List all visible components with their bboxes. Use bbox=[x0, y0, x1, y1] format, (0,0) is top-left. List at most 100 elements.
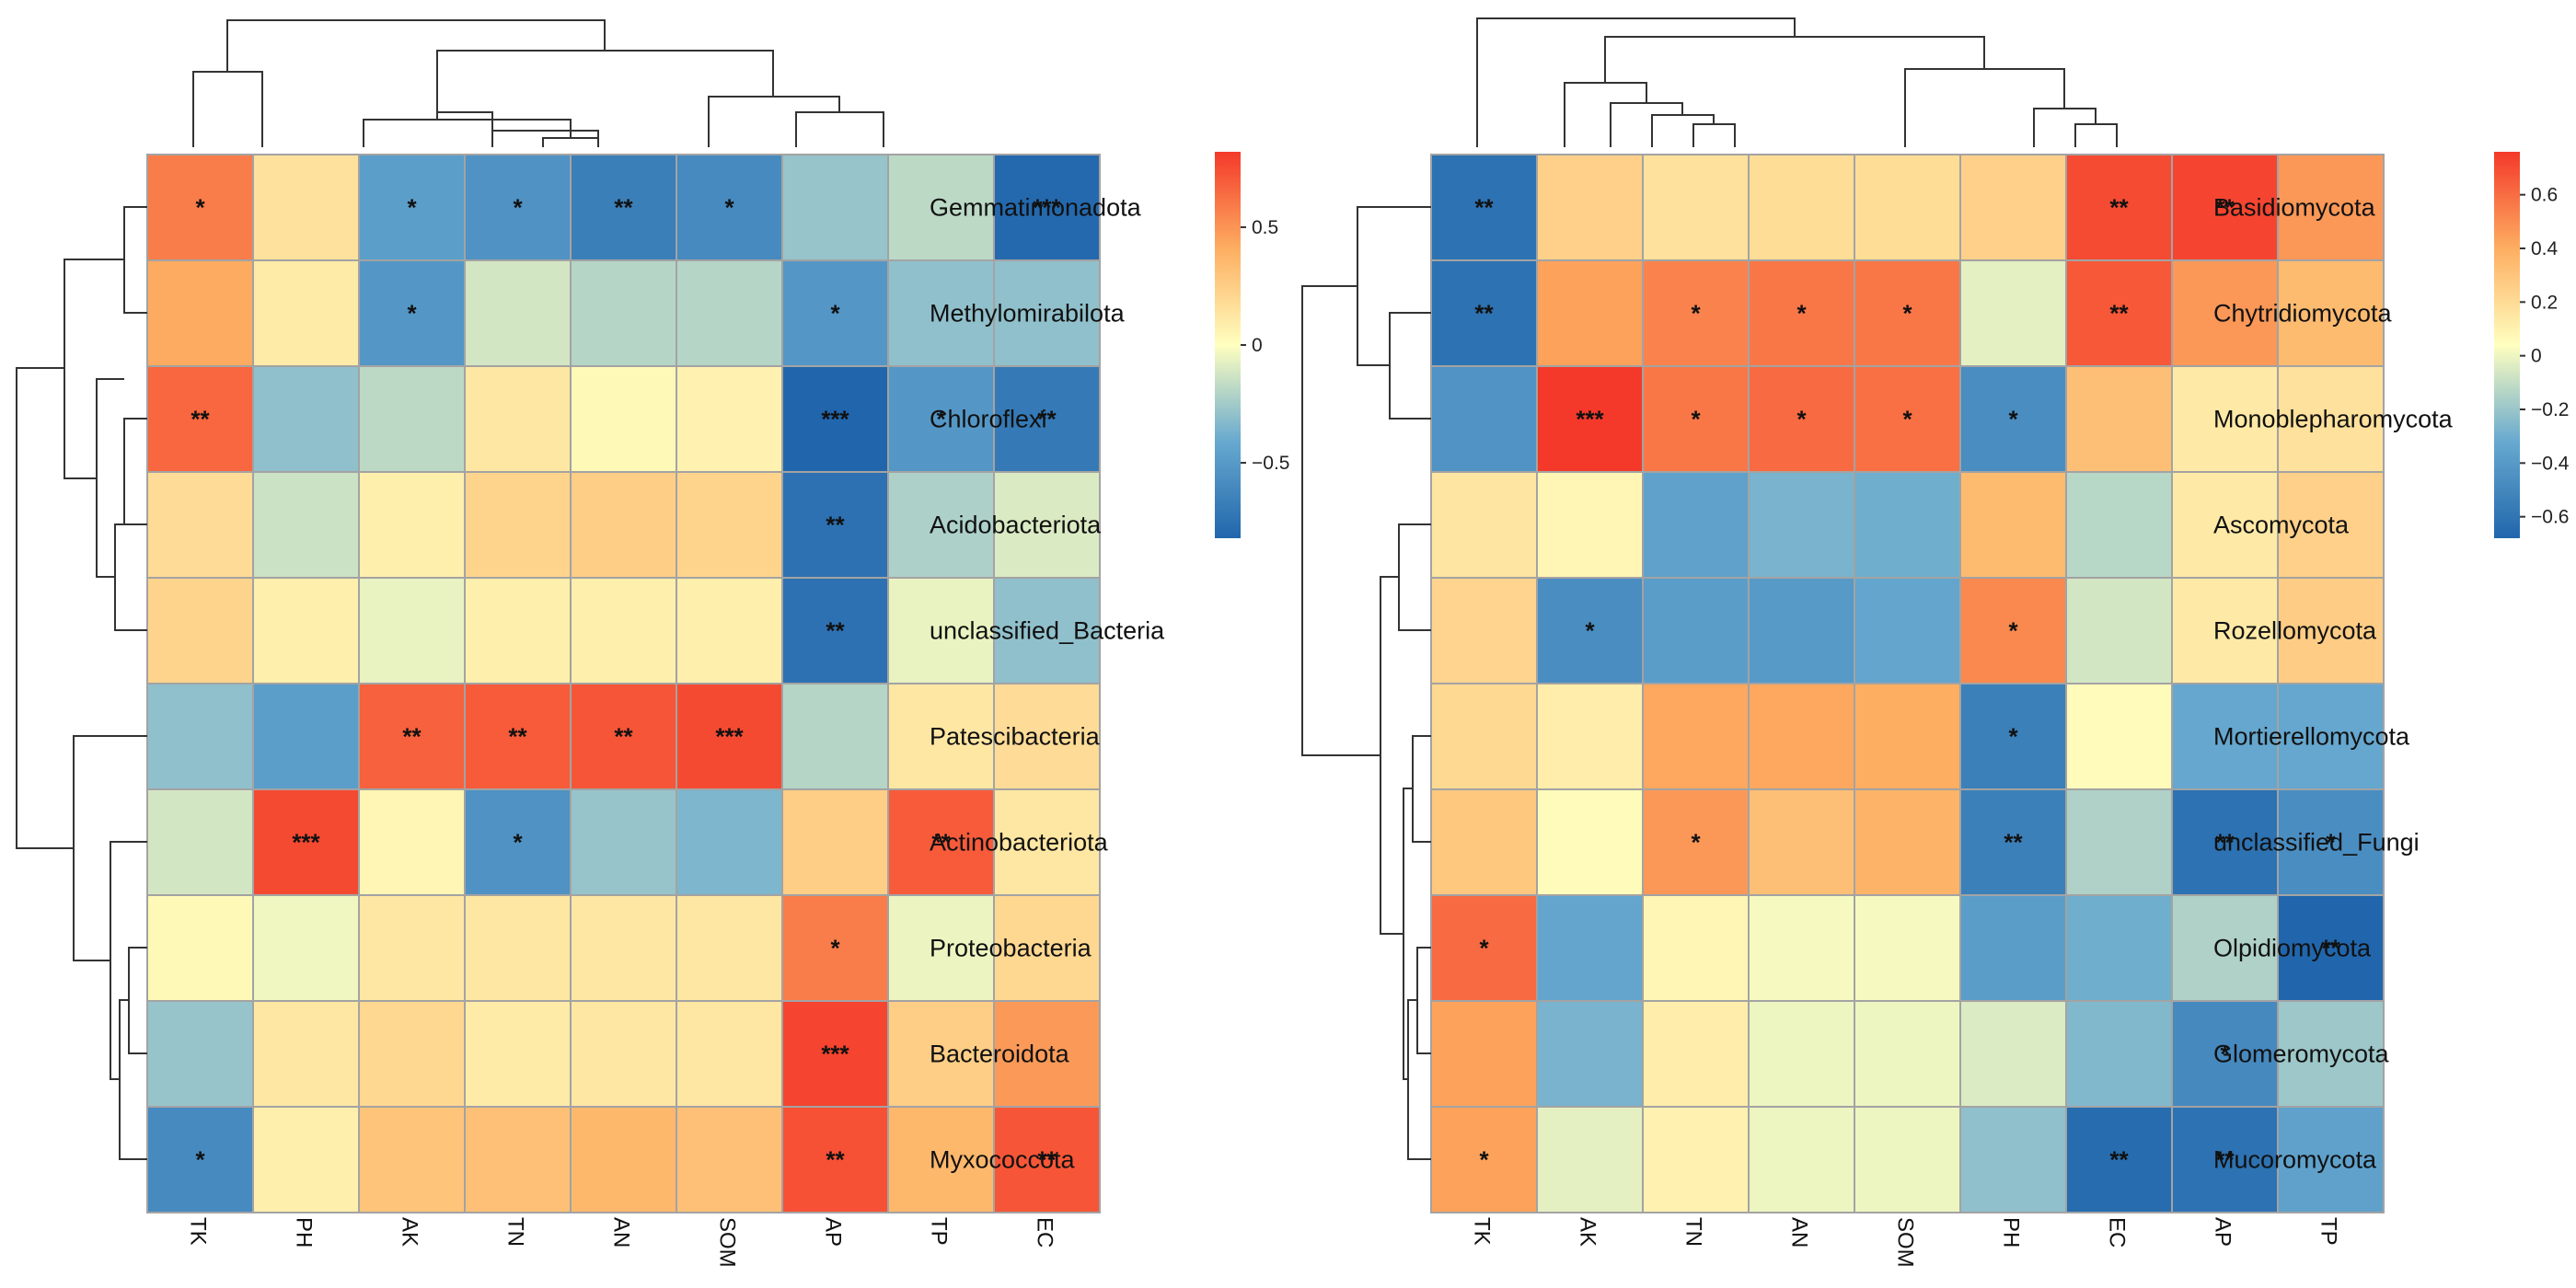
significance-mark: * bbox=[830, 935, 840, 962]
significance-mark: ** bbox=[826, 512, 845, 539]
heatmap-cell bbox=[1430, 365, 1538, 473]
heatmap-cell bbox=[676, 894, 783, 1002]
fungi-column-dendrogram bbox=[1476, 17, 2118, 147]
heatmap-cell bbox=[2065, 788, 2173, 896]
fungi-column-labels: TK AK TN AN SOM PH EC AP TP bbox=[1470, 1217, 2341, 1268]
significance-mark: * bbox=[407, 300, 417, 328]
heatmap-cell bbox=[358, 683, 466, 790]
heatmap-cell bbox=[1536, 154, 1644, 261]
heatmap-cell bbox=[1642, 1000, 1750, 1108]
colorbar-tick-label: 0.2 bbox=[2531, 292, 2558, 313]
significance-mark: * bbox=[195, 194, 205, 222]
heatmap-cell bbox=[2171, 683, 2279, 790]
heatmap-cell bbox=[1748, 894, 1855, 1002]
row-label: Basidiomycota bbox=[2213, 194, 2376, 222]
significance-mark: *** bbox=[1033, 194, 1061, 222]
heatmap-cell bbox=[2277, 577, 2385, 684]
heatmap-cell bbox=[1748, 788, 1855, 896]
heatmap-cell bbox=[2277, 1106, 2385, 1213]
heatmap-cell bbox=[570, 365, 677, 473]
bacteria-heatmap-cells bbox=[146, 154, 1101, 1213]
heatmap-cell bbox=[2171, 259, 2279, 367]
heatmap-cell bbox=[1642, 365, 1750, 473]
significance-mark: * bbox=[2220, 1041, 2230, 1068]
significance-mark: *** bbox=[821, 406, 849, 433]
heatmap-cell bbox=[781, 683, 889, 790]
row-label: Bacteroidota bbox=[930, 1041, 1070, 1068]
heatmap-cell bbox=[146, 577, 254, 684]
significance-mark: ** bbox=[826, 617, 845, 645]
significance-mark: ** bbox=[614, 194, 633, 222]
heatmap-cell bbox=[1854, 788, 1961, 896]
bacteria-column-labels: TK PH AK TN AN SOM AP TP EC bbox=[186, 1217, 1057, 1268]
dendro-branch bbox=[123, 206, 147, 314]
heatmap-cell bbox=[1642, 154, 1750, 261]
heatmap-cell bbox=[1854, 365, 1961, 473]
significance-mark: ** bbox=[2109, 194, 2129, 222]
heatmap-cell bbox=[1748, 1106, 1855, 1213]
significance-mark: * bbox=[724, 194, 734, 222]
dendro-branch bbox=[226, 19, 606, 72]
significance-mark: * bbox=[1902, 300, 1912, 328]
column-label: TK bbox=[186, 1217, 211, 1246]
heatmap-cell bbox=[1430, 894, 1538, 1002]
column-label: AP bbox=[2211, 1217, 2235, 1247]
row-label: Monoblepharomycota bbox=[2213, 406, 2454, 433]
heatmap-cell bbox=[2065, 365, 2173, 473]
dendro-branch bbox=[1407, 999, 1431, 1160]
heatmap-cell bbox=[2065, 683, 2173, 790]
dendro-branch bbox=[192, 71, 263, 147]
colorbar-ticks: 0.6 0.4 0.2 0 −0.2 −0.4 −0.6 bbox=[2520, 185, 2570, 528]
significance-mark: * bbox=[2008, 723, 2018, 751]
heatmap-cell bbox=[1430, 683, 1538, 790]
heatmap-cell bbox=[1430, 1000, 1538, 1108]
heatmap-cell bbox=[146, 259, 254, 367]
dendro-branch bbox=[1604, 36, 1985, 83]
dendro-branch bbox=[1416, 947, 1431, 1054]
significance-mark: * bbox=[1796, 300, 1807, 328]
heatmap-cell bbox=[1748, 577, 1855, 684]
heatmap-cell bbox=[2065, 577, 2173, 684]
significance-mark: ** bbox=[1474, 300, 1494, 328]
significance-mark: * bbox=[1691, 406, 1701, 433]
heatmap-cell bbox=[570, 683, 677, 790]
heatmap-cell bbox=[464, 259, 572, 367]
heatmap-cell bbox=[1748, 365, 1855, 473]
significance-mark: ** bbox=[826, 1146, 845, 1174]
heatmap-cell bbox=[993, 683, 1101, 790]
significance-mark: * bbox=[513, 829, 523, 857]
heatmap-cell bbox=[1959, 1000, 2067, 1108]
heatmap-cell bbox=[358, 154, 466, 261]
row-label: Patescibacteria bbox=[930, 723, 1101, 751]
heatmap-cell bbox=[781, 259, 889, 367]
row-label: Olpidiomycota bbox=[2213, 935, 2372, 962]
heatmap-cell bbox=[676, 471, 783, 579]
heatmap-cell bbox=[146, 154, 254, 261]
heatmap-cell bbox=[1959, 788, 2067, 896]
heatmap-cell bbox=[2171, 1106, 2279, 1213]
heatmap-cell bbox=[1959, 154, 2067, 261]
significance-mark: *** bbox=[821, 1041, 849, 1068]
dendro-branch bbox=[1398, 523, 1431, 631]
heatmap-cell bbox=[1959, 577, 2067, 684]
heatmap-cell bbox=[1536, 577, 1644, 684]
heatmap-cell bbox=[464, 471, 572, 579]
heatmap-cell bbox=[1854, 1106, 1961, 1213]
column-label: TK bbox=[1470, 1217, 1495, 1246]
heatmap-cell bbox=[2065, 894, 2173, 1002]
heatmap-cell bbox=[252, 577, 360, 684]
dendro-branch bbox=[16, 367, 74, 849]
dendro-branch bbox=[795, 111, 884, 147]
heatmap-cell bbox=[464, 1000, 572, 1108]
heatmap-cell bbox=[146, 1106, 254, 1213]
heatmap-cell bbox=[2277, 471, 2385, 579]
bacteria-column-dendrogram bbox=[192, 19, 884, 147]
heatmap-cell bbox=[993, 577, 1101, 684]
heatmap-cell bbox=[252, 894, 360, 1002]
bacteria-row-labels: Gemmatimonadota Methylomirabilota Chlorofl… bbox=[930, 194, 1165, 1174]
heatmap-cell bbox=[676, 577, 783, 684]
significance-mark: * bbox=[1691, 300, 1701, 328]
dendro-branch bbox=[436, 111, 493, 147]
heatmap-cell bbox=[570, 577, 677, 684]
significance-mark: * bbox=[830, 300, 840, 328]
